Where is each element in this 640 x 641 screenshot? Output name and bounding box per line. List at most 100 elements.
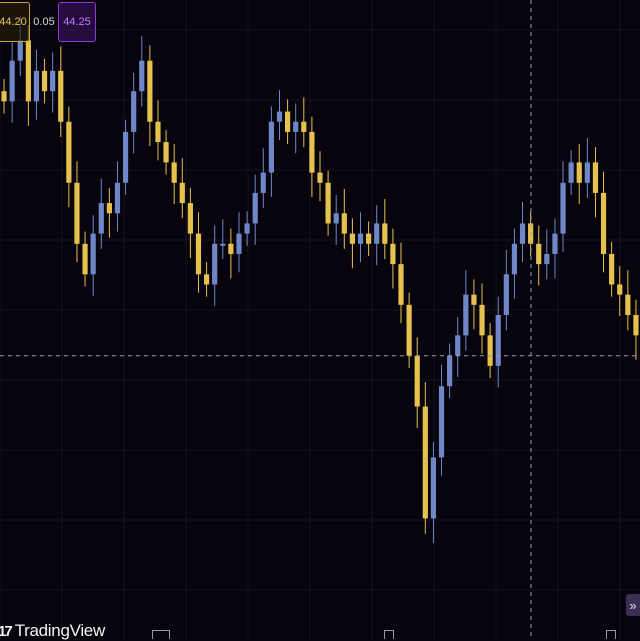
candle xyxy=(333,194,339,245)
candle xyxy=(317,151,323,202)
candle xyxy=(617,266,623,317)
candle xyxy=(584,138,590,199)
candle xyxy=(325,170,331,236)
candle xyxy=(33,49,40,120)
candle-body xyxy=(479,304,485,336)
candle-body xyxy=(147,60,153,122)
candle-body xyxy=(625,294,631,315)
candle-body xyxy=(106,203,112,214)
candle-body xyxy=(438,386,445,458)
candle-body xyxy=(325,182,331,224)
candle xyxy=(495,296,501,388)
ask-price-box[interactable]: 44.25 xyxy=(58,2,96,42)
candle xyxy=(58,46,64,137)
tradingview-logo-icon: 17 xyxy=(0,622,13,640)
candle xyxy=(503,249,509,331)
candle xyxy=(301,97,307,148)
candle xyxy=(600,171,607,273)
candle xyxy=(244,211,250,246)
candle xyxy=(9,42,15,123)
candle-body xyxy=(293,121,299,132)
candle xyxy=(293,103,299,154)
candle-body xyxy=(576,162,582,183)
candle xyxy=(609,241,615,297)
candle xyxy=(236,212,242,273)
bid-price-box[interactable]: 44.20 xyxy=(0,2,30,42)
candle xyxy=(41,58,48,104)
candle-body xyxy=(187,203,193,234)
candle-body xyxy=(203,274,210,285)
candle xyxy=(131,72,137,154)
candle-body xyxy=(398,264,404,305)
candle xyxy=(98,178,104,249)
candle-body xyxy=(600,192,607,254)
candle-body xyxy=(447,355,453,387)
candle xyxy=(228,228,234,279)
candle xyxy=(179,158,185,219)
candle xyxy=(414,337,420,428)
candle xyxy=(349,218,355,269)
candle xyxy=(544,229,550,280)
candle-body xyxy=(519,223,526,244)
candle xyxy=(560,161,566,252)
scroll-to-realtime-button[interactable]: » xyxy=(626,594,640,616)
candle-body xyxy=(617,284,623,295)
candle xyxy=(438,364,445,476)
candle xyxy=(422,382,428,534)
candle xyxy=(592,147,599,218)
candle-body xyxy=(163,142,169,163)
candle-body xyxy=(155,121,161,143)
candle-body xyxy=(357,233,364,244)
candle xyxy=(90,215,96,296)
candle xyxy=(260,148,266,209)
candle xyxy=(195,212,202,293)
candle-body xyxy=(341,213,347,234)
candle-body xyxy=(58,70,64,122)
candle-body xyxy=(228,243,234,254)
candle-body xyxy=(220,243,226,246)
candle-body xyxy=(25,40,31,102)
candle-body xyxy=(406,304,412,356)
candle xyxy=(163,129,169,175)
candle xyxy=(106,187,112,238)
time-axis-tick xyxy=(606,630,616,639)
candle-body xyxy=(114,182,121,214)
candle xyxy=(276,90,283,141)
tradingview-logo[interactable]: 17 TradingView xyxy=(0,621,105,640)
candle xyxy=(187,187,193,259)
candle-body xyxy=(179,182,185,204)
candle-body xyxy=(212,243,218,285)
candle xyxy=(398,242,404,324)
candle xyxy=(511,228,518,299)
candle-body xyxy=(374,223,380,244)
candle-body xyxy=(309,131,315,173)
candle xyxy=(366,221,372,256)
candle-body xyxy=(455,335,461,356)
candle-body xyxy=(463,294,469,336)
candle-body xyxy=(430,457,437,519)
candle-body xyxy=(268,121,274,173)
candle xyxy=(406,292,412,368)
candle-body xyxy=(568,162,574,183)
candle-body xyxy=(544,253,550,265)
candle xyxy=(390,228,396,289)
candle-body xyxy=(422,406,428,519)
candle xyxy=(82,231,88,287)
candle-body xyxy=(171,162,177,183)
candle xyxy=(625,270,631,331)
candle-body xyxy=(195,233,202,275)
candle xyxy=(66,106,72,208)
candle xyxy=(552,218,558,279)
candle xyxy=(382,199,388,260)
candle xyxy=(357,212,364,263)
candle xyxy=(568,150,574,195)
candle xyxy=(576,144,582,205)
candle-body xyxy=(50,70,56,92)
candle-body xyxy=(552,233,558,254)
candle-body xyxy=(98,203,104,234)
candle xyxy=(203,262,210,297)
candle xyxy=(341,188,347,249)
candle xyxy=(1,79,7,114)
